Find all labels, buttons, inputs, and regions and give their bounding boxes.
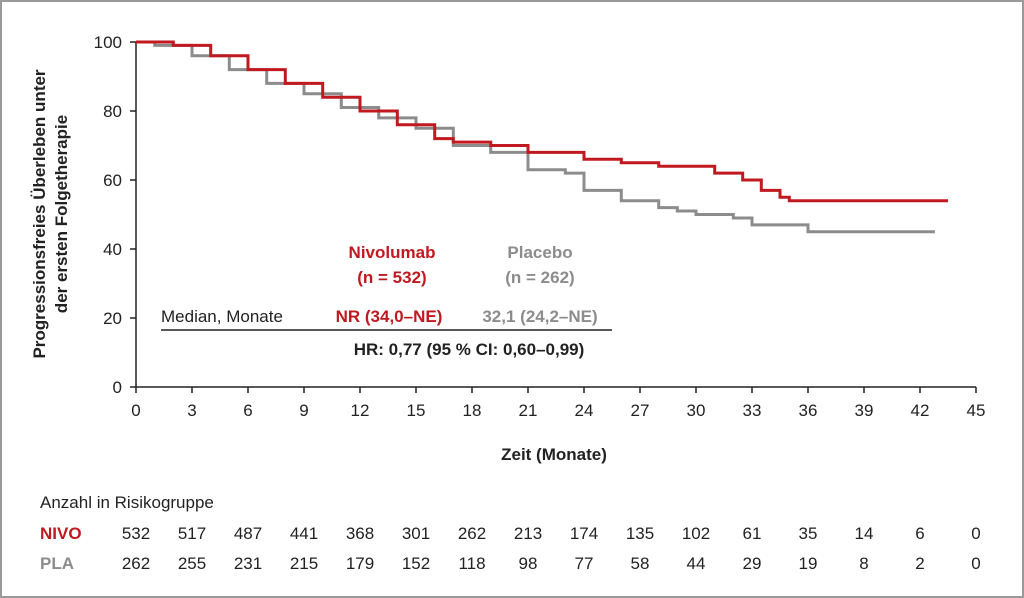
curve-pla [136, 40, 935, 234]
risk-nivo-value: 61 [742, 524, 762, 543]
curve-nivo [136, 40, 948, 203]
y-tick-label: 40 [103, 240, 122, 259]
x-tick-label: 6 [243, 401, 252, 420]
y-tick-label: 80 [103, 102, 122, 121]
x-tick-label: 24 [575, 401, 594, 420]
risk-nivo-value: 6 [915, 524, 925, 543]
risk-pla-value: 179 [345, 554, 375, 573]
risk-nivo-value: 0 [971, 524, 981, 543]
risk-table-title: Anzahl in Risikogruppe [40, 493, 214, 512]
risk-nivo-label: NIVO [40, 524, 82, 543]
risk-nivo-value: 174 [569, 524, 599, 543]
x-tick-label: 21 [519, 401, 538, 420]
risk-pla-value: 58 [630, 554, 650, 573]
x-tick-label: 3 [187, 401, 196, 420]
x-tick-label: 12 [351, 401, 370, 420]
risk-pla-value: 231 [233, 554, 263, 573]
risk-nivo-value: 368 [345, 524, 375, 543]
x-tick-label: 33 [743, 401, 762, 420]
y-tick-label: 0 [113, 378, 122, 397]
x-tick-label: 36 [799, 401, 818, 420]
x-tick-label: 39 [855, 401, 874, 420]
legend-box: Nivolumab (n = 532) Placebo (n = 262) Me… [161, 243, 612, 359]
risk-pla-value: 0 [971, 554, 981, 573]
risk-nivo-value: 213 [513, 524, 543, 543]
x-axis-label: Zeit (Monate) [501, 445, 607, 464]
risk-pla-label: PLA [40, 554, 74, 573]
legend-pla-n: (n = 262) [505, 268, 574, 287]
risk-pla-value: 19 [798, 554, 818, 573]
risk-nivo-value: 262 [457, 524, 487, 543]
risk-pla-value: 255 [177, 554, 207, 573]
y-axis-label-line1: Progressionsfreies Überleben unter [30, 69, 49, 358]
x-tick-label: 18 [463, 401, 482, 420]
risk-pla-value: 262 [121, 554, 151, 573]
x-tick-label: 9 [299, 401, 308, 420]
x-tick-label: 15 [407, 401, 426, 420]
x-tick-label: 30 [687, 401, 706, 420]
x-tick-label: 45 [967, 401, 986, 420]
x-tick-label: 42 [911, 401, 930, 420]
y-tick-label: 20 [103, 309, 122, 328]
risk-nivo-value: 441 [289, 524, 319, 543]
risk-nivo-value: 532 [121, 524, 151, 543]
y-tick-label: 60 [103, 171, 122, 190]
x-tick-label: 27 [631, 401, 650, 420]
hazard-ratio: HR: 0,77 (95 % CI: 0,60–0,99) [354, 340, 585, 359]
risk-pla-value: 98 [518, 554, 538, 573]
risk-pla-value: 2 [915, 554, 925, 573]
risk-pla-value: 29 [742, 554, 762, 573]
survival-curves [136, 40, 948, 234]
y-tick-label: 100 [94, 33, 122, 52]
pla-median: 32,1 (24,2–NE) [482, 307, 597, 326]
risk-pla-value: 152 [401, 554, 431, 573]
risk-nivo-value: 102 [681, 524, 711, 543]
median-label: Median, Monate [161, 307, 283, 326]
risk-pla-value: 77 [574, 554, 594, 573]
risk-nivo-value: 487 [233, 524, 263, 543]
risk-pla-value: 44 [686, 554, 706, 573]
risk-nivo-value: 301 [401, 524, 431, 543]
x-tick-label: 0 [131, 401, 140, 420]
risk-pla-value: 215 [289, 554, 319, 573]
risk-pla-value: 118 [458, 554, 486, 573]
nivo-median: NR (34,0–NE) [336, 307, 443, 326]
y-axis-label-line2: der ersten Folgetherapie [52, 115, 71, 313]
risk-nivo-value: 35 [798, 524, 818, 543]
risk-pla-value: 8 [859, 554, 869, 573]
risk-nivo-value: 14 [854, 524, 874, 543]
legend-pla-name: Placebo [507, 243, 572, 262]
legend-nivo-n: (n = 532) [357, 268, 426, 287]
risk-nivo-value: 517 [177, 524, 207, 543]
risk-nivo-value: 135 [625, 524, 655, 543]
legend-nivo-name: Nivolumab [349, 243, 436, 262]
